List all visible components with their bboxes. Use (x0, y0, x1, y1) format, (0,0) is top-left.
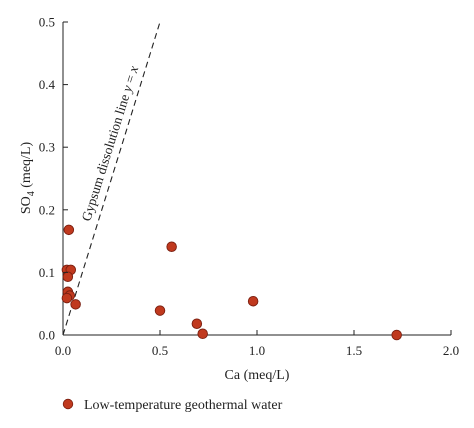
y-tick-label: 0.1 (39, 265, 55, 280)
data-point (63, 224, 75, 236)
reference-line-label-eq: = (121, 70, 140, 88)
y-axis-label: SO4 (meq/L) (19, 142, 37, 215)
data-point (62, 271, 74, 283)
data-point (191, 318, 203, 329)
legend: Low-temperature geothermal water (62, 398, 283, 413)
y-axis-ticks: 0.0 0.1 0.2 0.3 0.4 0.5 (39, 15, 68, 343)
data-point (391, 329, 402, 341)
legend-label: Low-temperature geothermal water (84, 398, 283, 413)
data-point (70, 299, 81, 310)
legend-marker (62, 398, 74, 410)
y-tick-label: 0.4 (39, 77, 56, 92)
x-axis-ticks: 0.0 0.5 1.0 1.5 2.0 (55, 330, 459, 358)
y-tick-label: 0.3 (39, 140, 55, 155)
reference-line-label-x: x (125, 64, 141, 75)
data-point (61, 292, 73, 304)
x-tick-label: 2.0 (443, 343, 459, 358)
y-tick-label: 0.0 (39, 328, 55, 343)
y-tick-label: 0.5 (39, 15, 55, 30)
x-tick-label: 1.0 (249, 343, 265, 358)
reference-line-label: Gypsum dissolution line y = x (79, 64, 142, 223)
x-tick-label: 0.0 (55, 343, 71, 358)
y-axis-label-unit: (meq/L) (19, 142, 34, 192)
gypsum-dissolution-line (62, 21, 161, 336)
data-point (166, 241, 177, 252)
data-point (247, 295, 259, 307)
y-axis-label-subscript: 4 (26, 191, 37, 196)
data-points (61, 224, 402, 341)
x-tick-label: 1.5 (346, 343, 362, 358)
data-point (197, 328, 208, 339)
plot-frame (62, 22, 451, 336)
reference-line-group (62, 21, 161, 336)
y-axis-label-main: SO (19, 196, 34, 214)
data-point (154, 305, 166, 316)
x-axis-label: Ca (meq/L) (225, 368, 290, 383)
x-tick-label: 0.5 (152, 343, 168, 358)
reference-line-label-text: Gypsum dissolution line (79, 89, 134, 223)
y-tick-label: 0.2 (39, 202, 55, 217)
